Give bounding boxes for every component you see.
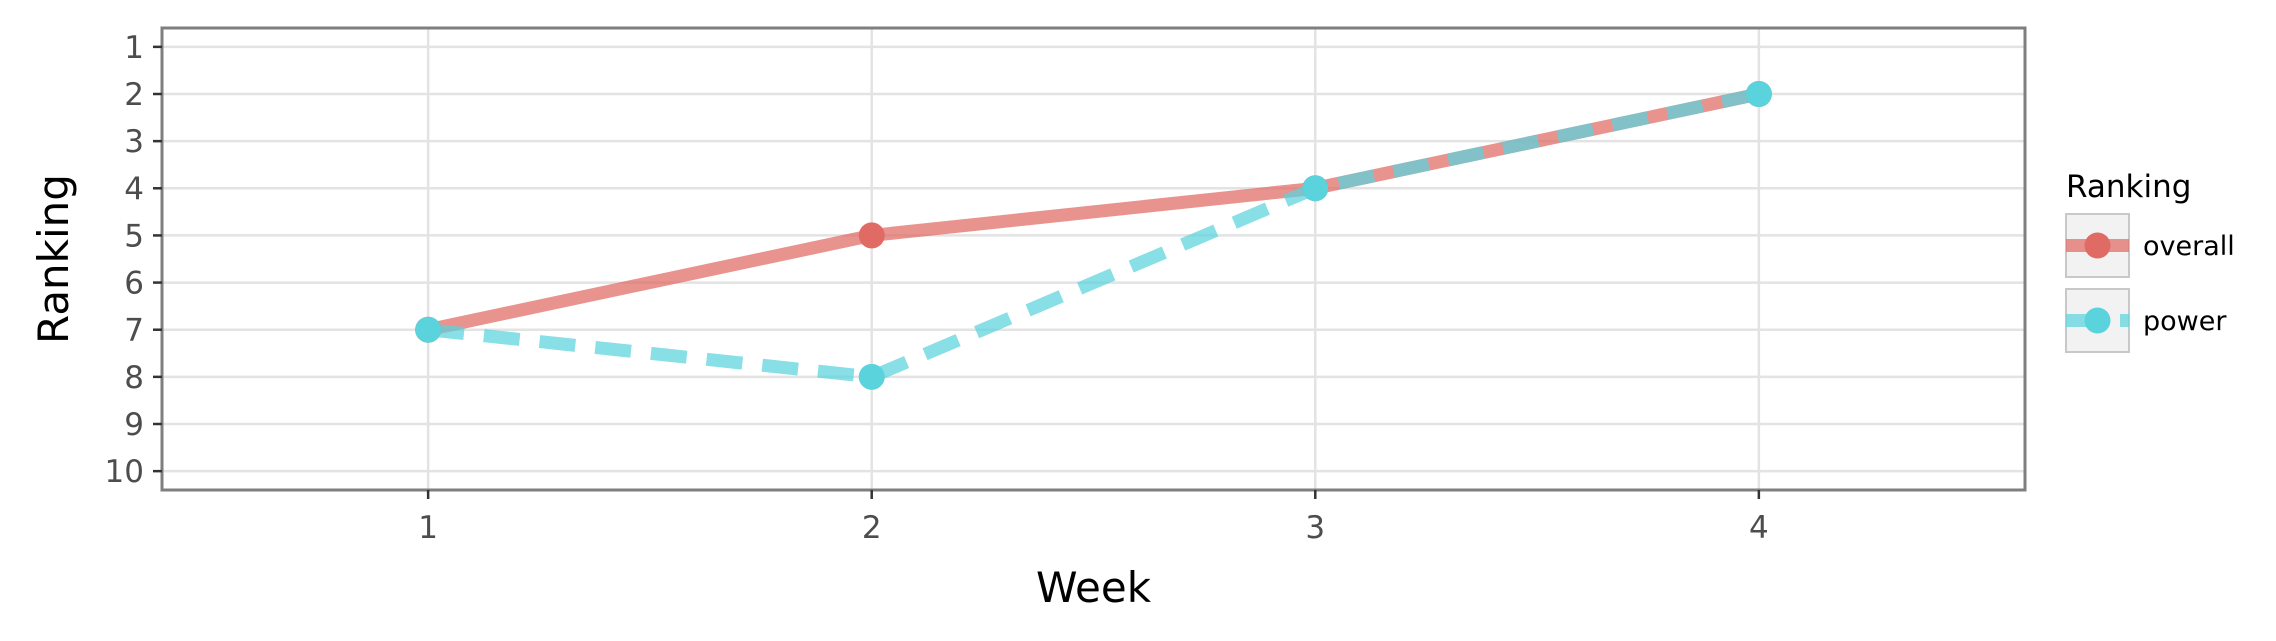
y-tick-label: 8	[124, 360, 144, 396]
y-tick-label: 6	[124, 266, 144, 302]
x-tick-label: 4	[1749, 510, 1769, 546]
series-line-power	[427, 87, 1761, 384]
y-tick-label: 5	[124, 218, 144, 254]
y-tick-label: 3	[124, 124, 144, 160]
x-tick-label: 2	[862, 510, 882, 546]
x-tick-label: 3	[1305, 510, 1325, 546]
y-tick-label: 4	[124, 171, 144, 207]
legend-items: overall power	[2065, 213, 2235, 353]
legend-label-overall: overall	[2143, 231, 2235, 262]
series-layer	[415, 81, 1772, 390]
y-axis-title: Ranking	[29, 174, 78, 344]
axes: 1 2 3 4 5 6 7 8 9 10 1 2 3 4	[105, 30, 1769, 546]
x-axis-title: Week	[1036, 563, 1152, 612]
data-point-power	[1302, 175, 1329, 202]
y-tick-label: 10	[105, 454, 144, 490]
legend-label-power: power	[2143, 306, 2227, 337]
y-tick-label: 7	[124, 313, 144, 349]
series-line-overall	[426, 87, 1761, 337]
legend-item-power: power	[2065, 288, 2227, 353]
legend-title: Ranking	[2066, 169, 2191, 205]
legend-key-point	[2084, 232, 2111, 259]
legend-key-point	[2084, 307, 2111, 334]
x-tick-label: 1	[418, 510, 438, 546]
data-point-power	[415, 316, 442, 343]
legend: Ranking overall power	[2065, 169, 2235, 353]
series-power-points	[415, 81, 1772, 390]
y-tick-label: 2	[124, 77, 144, 113]
data-point-power	[1745, 81, 1772, 107]
data-point-overall	[858, 222, 885, 249]
data-point-power	[858, 363, 885, 390]
y-tick-label: 1	[124, 30, 144, 66]
legend-item-overall: overall	[2065, 213, 2235, 278]
series-power-line	[427, 87, 1761, 384]
series-overall-line	[426, 87, 1761, 337]
plot-panel-border	[160, 26, 2027, 492]
y-tick-label: 9	[124, 407, 144, 443]
